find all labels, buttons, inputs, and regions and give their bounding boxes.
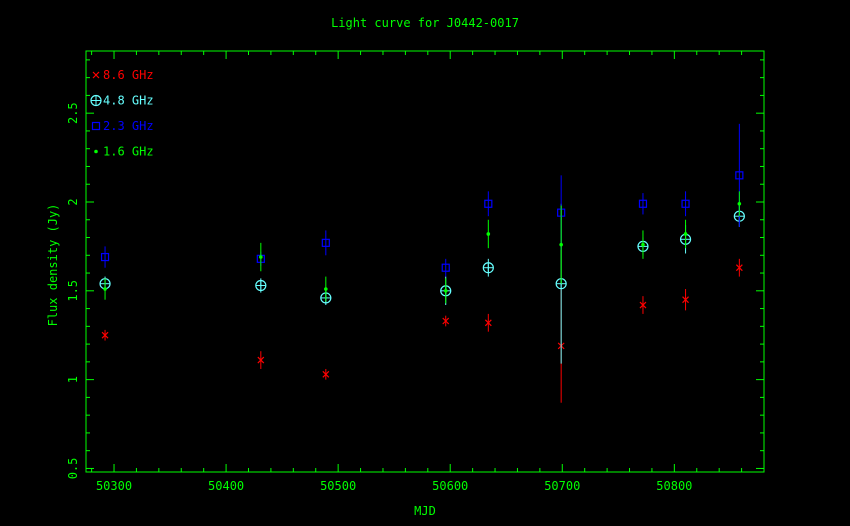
dot-marker	[94, 149, 98, 154]
circle-plus-marker	[255, 279, 267, 292]
legend-label: 8.6 GHz	[103, 68, 154, 82]
cross-stroke	[639, 301, 647, 309]
cross-marker	[257, 356, 265, 364]
legend-label: 2.3 GHz	[103, 119, 154, 133]
y-tick-label: 0.5	[66, 458, 80, 480]
dot-marker	[443, 289, 448, 293]
cross-stroke	[682, 296, 689, 304]
legend: 8.6 GHz 4.8 GHz 2.3 GHz 1.6 GHz	[90, 68, 154, 159]
chart-title: Light curve for J0442-0017	[331, 16, 519, 30]
dot-marker	[641, 242, 645, 247]
dot-marker	[324, 287, 328, 291]
cross-stroke	[484, 319, 492, 327]
square-marker	[91, 121, 101, 131]
dot-marker	[683, 232, 688, 236]
legend-entry: 8.6 GHz	[92, 68, 154, 82]
square-marker	[100, 252, 110, 262]
series-2-3-ghz	[100, 123, 744, 277]
cross-stroke	[322, 370, 330, 378]
cross-marker	[322, 370, 330, 378]
axes-ticks: 50300 50400 50500 50600 50700 50800 0.5 1 1.5 2 2.…	[66, 51, 765, 493]
cross-stroke	[92, 71, 100, 79]
cross-marker	[735, 264, 743, 272]
series-4-8-ghz	[99, 203, 745, 364]
square-marker	[735, 171, 744, 180]
legend-entry: 2.3 GHz	[91, 119, 154, 133]
square-marker	[681, 199, 690, 208]
legend-label: 4.8 GHz	[103, 94, 154, 108]
cross-marker	[101, 331, 109, 339]
x-tick-label: 50600	[432, 479, 468, 493]
dot-marker	[259, 255, 263, 259]
x-tick-label: 50800	[656, 479, 692, 493]
y-tick-label: 1	[66, 376, 80, 383]
y-tick-label: 1.5	[66, 280, 80, 302]
x-tick-label: 50700	[544, 479, 580, 493]
dot-marker	[737, 201, 742, 206]
square-marker	[638, 199, 648, 208]
cross-marker	[639, 301, 647, 309]
y-tick-label: 2.5	[66, 102, 80, 124]
data-marks	[99, 123, 745, 403]
y-axis-label: Flux density (Jy)	[46, 204, 60, 327]
x-tick-label: 50300	[96, 479, 132, 493]
cross-marker	[682, 296, 689, 304]
cross-marker	[92, 71, 100, 79]
legend-entry: 1.6 GHz	[94, 145, 154, 159]
dot-marker	[559, 242, 563, 247]
series-1-6-ghz	[103, 191, 742, 304]
x-tick-label: 50500	[320, 479, 356, 493]
legend-label: 1.6 GHz	[103, 145, 154, 159]
circle-plus-marker	[482, 262, 494, 274]
x-axis-label: MJD	[414, 504, 436, 518]
series-8-6-ghz	[101, 258, 743, 403]
cross-stroke	[101, 331, 109, 339]
square-marker	[441, 263, 450, 272]
cross-stroke	[257, 356, 265, 364]
dot-marker	[103, 287, 107, 291]
plot-frame	[85, 50, 765, 473]
cross-marker	[442, 317, 450, 325]
y-tick-label: 2	[66, 198, 80, 205]
square-marker	[484, 199, 493, 208]
circle-plus-marker	[90, 94, 102, 107]
square-marker	[321, 238, 330, 247]
cross-marker	[484, 319, 492, 327]
cross-stroke	[442, 317, 450, 325]
x-tick-label: 50400	[208, 479, 244, 493]
cross-stroke	[735, 264, 743, 272]
dot-marker	[486, 232, 491, 236]
legend-entry: 4.8 GHz	[90, 94, 154, 108]
